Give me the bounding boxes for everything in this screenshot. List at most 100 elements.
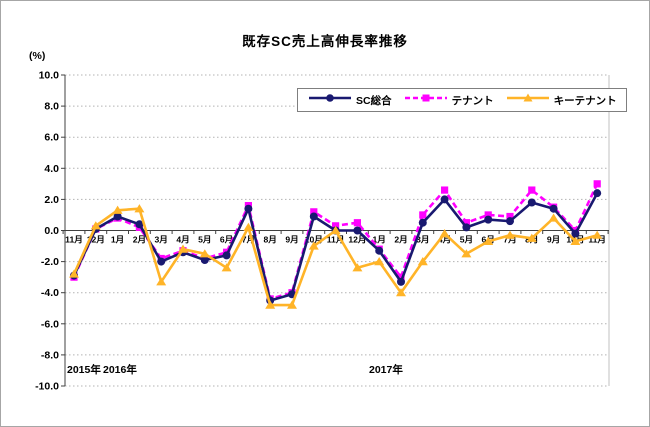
x-tick-label: 5月 [460, 235, 473, 245]
y-tick-label: 6.0 [44, 132, 59, 144]
legend-sample-svg [506, 93, 549, 102]
legend-sample-svg [404, 94, 447, 102]
legend-line-circle-icon [307, 91, 353, 109]
legend-item-sc-total: SC総合 [307, 91, 392, 109]
series-marker-1 [462, 219, 470, 227]
series-marker-0 [222, 251, 231, 260]
series-marker-2 [265, 300, 276, 309]
legend-line-square-icon [403, 91, 449, 109]
series-marker-2 [526, 233, 537, 242]
y-tick-label: 4.0 [44, 163, 59, 175]
series-marker-2 [417, 257, 428, 266]
y-tick-label: 10.0 [39, 70, 60, 82]
series-marker-2 [461, 249, 472, 258]
series-marker-0 [353, 226, 362, 235]
legend-line-triangle-icon [505, 91, 551, 109]
series-marker-2 [134, 204, 145, 213]
legend-item-tenant: テナント [403, 91, 494, 109]
legend-sample-marker [422, 94, 430, 102]
series-marker-2 [330, 225, 341, 235]
x-tick-label: 3月 [155, 235, 168, 245]
x-tick-label: 4月 [438, 235, 451, 245]
series-marker-0 [484, 215, 493, 224]
y-tick-label: -4.0 [41, 287, 59, 299]
legend-sample-svg [309, 94, 351, 102]
series-marker-0 [418, 218, 427, 227]
x-tick-label: 2月 [133, 235, 146, 245]
series-marker-0 [462, 223, 471, 232]
x-tick-label: 4月 [176, 235, 189, 245]
series-marker-1 [528, 186, 536, 194]
series-marker-2 [156, 277, 167, 286]
series-marker-1 [310, 208, 318, 216]
x-tick-label: 1月 [373, 235, 386, 245]
series-marker-1 [397, 273, 405, 281]
y-tick-label: -6.0 [41, 318, 59, 330]
series-marker-2 [548, 213, 559, 222]
series-marker-2 [483, 236, 494, 245]
x-tick-label: 11月 [65, 235, 83, 245]
series-line-0 [72, 192, 599, 302]
y-tick-label: -8.0 [41, 349, 59, 361]
legend-item-key-tenant: キーテナント [505, 91, 617, 109]
series-marker-2 [308, 241, 319, 250]
y-tick-label: -10.0 [35, 381, 59, 393]
legend-label: テナント [451, 94, 494, 107]
series-marker-0 [506, 217, 514, 226]
x-tick-label: 7月 [242, 235, 255, 245]
y-tick-label: 2.0 [44, 194, 59, 206]
y-tick-label: -2.0 [41, 256, 59, 268]
x-tick-label: 7月 [503, 235, 516, 245]
series-marker-2 [221, 263, 232, 272]
series-marker-0 [440, 195, 449, 204]
series-marker-2 [90, 221, 101, 230]
x-tick-label: 6月 [220, 235, 233, 245]
series-marker-0 [397, 277, 405, 286]
series-marker-0 [135, 220, 144, 229]
legend-sample-marker [326, 94, 334, 102]
series-marker-1 [441, 186, 449, 194]
series-marker-0 [593, 189, 602, 198]
x-tick-label: 2月 [394, 235, 407, 245]
legend-label: SC総合 [356, 94, 392, 107]
chart-title: 既存SC売上高伸長率推移 [242, 34, 408, 49]
series-marker-1 [332, 222, 340, 230]
series-marker-0 [244, 204, 253, 213]
series-marker-2 [69, 269, 79, 278]
series-marker-2 [592, 230, 603, 239]
series-marker-2 [505, 230, 515, 239]
x-tick-label: 12月 [87, 235, 105, 245]
series-marker-2 [199, 249, 210, 258]
x-tick-label: 12月 [348, 235, 366, 245]
x-tick-label: 3月 [416, 235, 429, 245]
y-tick-label: 8.0 [44, 101, 59, 113]
year-label-2016: 2016年 [103, 364, 137, 376]
x-tick-label: 11月 [327, 235, 345, 245]
x-tick-label: 9月 [547, 235, 560, 245]
series-marker-0 [157, 257, 166, 266]
y-tick-label: 0.0 [44, 225, 59, 237]
series-marker-0 [113, 212, 122, 221]
x-tick-label: 11月 [588, 235, 606, 245]
year-label-2015: 2015年 [67, 364, 101, 376]
series-marker-2 [112, 205, 123, 214]
chart-legend: SC総合 テナント キーテナント [297, 88, 627, 112]
legend-sample-marker [523, 93, 533, 102]
series-marker-2 [439, 229, 450, 238]
x-tick-label: 10月 [305, 235, 323, 245]
series-marker-0 [549, 204, 558, 213]
series-marker-1 [506, 212, 514, 221]
series-marker-2 [287, 300, 297, 309]
series-marker-1 [419, 211, 427, 219]
series-marker-2 [374, 257, 385, 266]
series-marker-0 [375, 246, 384, 255]
x-tick-label: 5月 [198, 235, 211, 245]
series-marker-1 [484, 211, 492, 219]
year-label-2017: 2017年 [369, 364, 403, 376]
series-marker-0 [309, 212, 318, 221]
series-marker-1 [353, 219, 361, 227]
series-marker-2 [243, 222, 254, 231]
y-axis-unit-label: (%) [29, 50, 46, 62]
